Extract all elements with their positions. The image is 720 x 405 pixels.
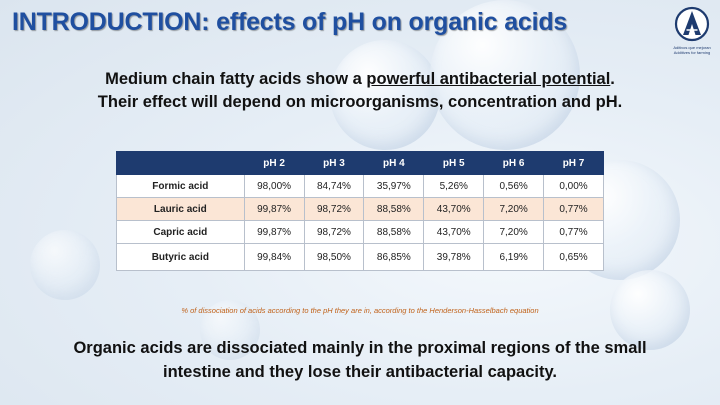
table-cell: 43,70% bbox=[423, 197, 485, 221]
table-cell: 39,78% bbox=[423, 243, 485, 271]
table-row: Capric acid 99,87% 98,72% 88,58% 43,70% … bbox=[116, 220, 604, 244]
table-header-cell: pH 5 bbox=[423, 151, 485, 175]
table-cell: 84,74% bbox=[303, 174, 365, 198]
intro-line1-prefix: Medium chain fatty acids show a bbox=[105, 70, 367, 88]
table-cell: 99,84% bbox=[243, 243, 305, 271]
background-bubble bbox=[610, 270, 690, 350]
background-bubble bbox=[200, 300, 260, 360]
conclusion-text: Organic acids are dissociated mainly in … bbox=[0, 336, 720, 384]
table-cell: 88,58% bbox=[363, 197, 425, 221]
table-cell: 0,77% bbox=[543, 220, 604, 244]
table-cell: 35,97% bbox=[363, 174, 425, 198]
table-cell: 6,19% bbox=[483, 243, 545, 271]
table-cell: 0,00% bbox=[543, 174, 604, 198]
table-cell: 99,87% bbox=[243, 197, 305, 221]
table-cell: 86,85% bbox=[363, 243, 425, 271]
company-logo: Aditivos que mejoran Additives for farmi… bbox=[672, 4, 712, 62]
table-footnote: % of dissociation of acids according to … bbox=[181, 306, 539, 315]
acid-name-cell: Formic acid bbox=[116, 174, 245, 198]
table-header-cell: pH 7 bbox=[543, 151, 604, 175]
table-cell: 88,58% bbox=[363, 220, 425, 244]
table-row-highlighted: Lauric acid 99,87% 98,72% 88,58% 43,70% … bbox=[116, 197, 604, 221]
intro-underlined-phrase: powerful antibacterial potential bbox=[366, 70, 611, 88]
table-row: Formic acid 98,00% 84,74% 35,97% 5,26% 0… bbox=[116, 174, 604, 198]
table-cell: 43,70% bbox=[423, 220, 485, 244]
conclusion-line1: Organic acids are dissociated mainly in … bbox=[73, 339, 647, 357]
table-header-cell: pH 4 bbox=[363, 151, 425, 175]
intro-line1-suffix: . bbox=[610, 70, 615, 88]
acid-name-cell: Butyric acid bbox=[116, 243, 245, 271]
table-cell: 98,72% bbox=[303, 197, 365, 221]
acid-name-cell: Capric acid bbox=[116, 220, 245, 244]
background-bubble bbox=[30, 230, 100, 300]
table-cell: 0,77% bbox=[543, 197, 604, 221]
table-cell: 0,56% bbox=[483, 174, 545, 198]
intro-line2: Their effect will depend on microorganis… bbox=[97, 93, 623, 111]
logo-tagline-line1: Aditivos que mejoran bbox=[673, 45, 711, 50]
table-cell: 98,72% bbox=[303, 220, 365, 244]
table-header-cell: pH 6 bbox=[483, 151, 545, 175]
table-cell: 5,26% bbox=[423, 174, 485, 198]
conclusion-line2: intestine and they lose their antibacter… bbox=[163, 363, 557, 381]
background-bubble bbox=[430, 0, 580, 150]
intro-text: Medium chain fatty acids show a powerful… bbox=[0, 68, 720, 114]
table-row: Butyric acid 99,84% 98,50% 86,85% 39,78%… bbox=[116, 243, 604, 271]
dissociation-table: pH 2 pH 3 pH 4 pH 5 pH 6 pH 7 Formic aci… bbox=[116, 151, 604, 271]
background-bubble bbox=[330, 40, 440, 150]
logo-tagline: Aditivos que mejoran Additives for farmi… bbox=[666, 45, 718, 55]
logo-tagline-line2: Additives for farming bbox=[673, 50, 711, 55]
table-header-cell: pH 2 bbox=[243, 151, 305, 175]
table-cell: 99,87% bbox=[243, 220, 305, 244]
table-header-row: pH 2 pH 3 pH 4 pH 5 pH 6 pH 7 bbox=[116, 151, 604, 175]
acid-name-cell: Lauric acid bbox=[116, 197, 245, 221]
page-title: INTRODUCTION: effects of pH on organic a… bbox=[12, 8, 568, 36]
table-cell: 7,20% bbox=[483, 197, 545, 221]
table-cell: 98,50% bbox=[303, 243, 365, 271]
logo-emblem-icon bbox=[674, 6, 710, 42]
table-cell: 7,20% bbox=[483, 220, 545, 244]
table-cell: 98,00% bbox=[243, 174, 305, 198]
table-cell: 0,65% bbox=[543, 243, 604, 271]
table-header-cell: pH 3 bbox=[303, 151, 365, 175]
table-header-cell bbox=[116, 151, 245, 175]
